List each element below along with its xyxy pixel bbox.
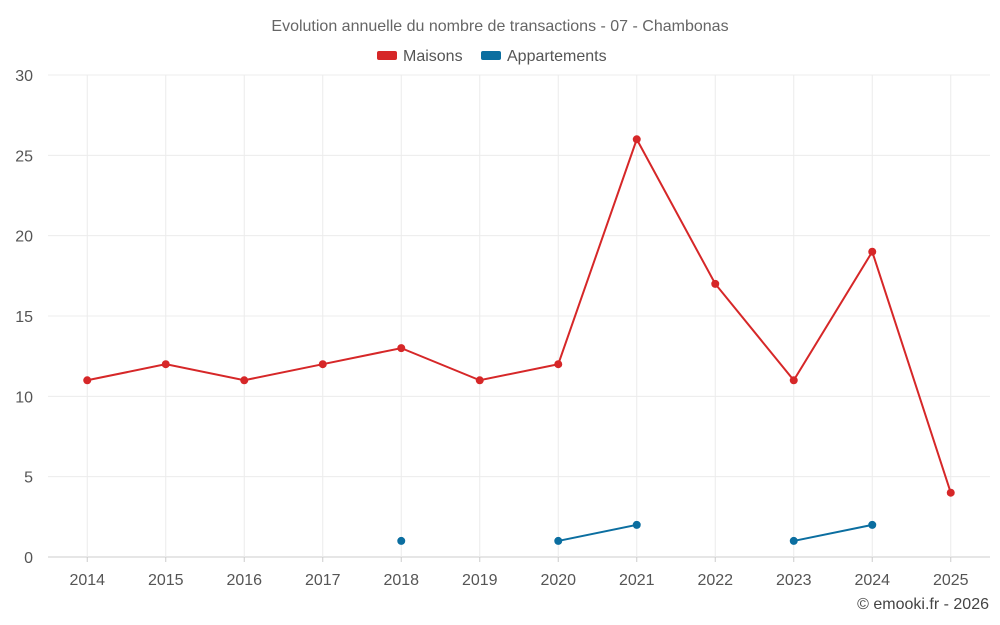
data-point-maisons[interactable]: [318, 360, 327, 369]
y-tick-label: 10: [15, 389, 33, 406]
legend-swatch-maisons: [377, 51, 397, 60]
data-point-maisons[interactable]: [632, 135, 641, 144]
y-axis-ticks: 0 5 10 15 20 25 30: [15, 68, 33, 567]
y-tick-label: 25: [15, 148, 33, 165]
x-tick-label: 2020: [540, 572, 576, 589]
x-tick-label: 2015: [148, 572, 184, 589]
credit-text: © emooki.fr - 2026: [857, 596, 989, 613]
y-tick-label: 5: [24, 470, 33, 487]
legend-label-appartements: Appartements: [507, 48, 607, 65]
data-point-maisons[interactable]: [161, 360, 170, 369]
x-tick-label: 2016: [226, 572, 262, 589]
legend-label-maisons: Maisons: [403, 48, 463, 65]
series-maisons: [83, 135, 955, 497]
data-point-maisons[interactable]: [83, 376, 92, 385]
y-tick-label: 30: [15, 68, 33, 85]
data-point-maisons[interactable]: [240, 376, 249, 385]
series-line-appartements: [558, 523, 637, 542]
data-point-maisons[interactable]: [397, 344, 406, 353]
x-tick-label: 2025: [933, 572, 969, 589]
data-point-appartements[interactable]: [554, 536, 563, 545]
x-tick-label: 2018: [383, 572, 419, 589]
x-tick-label: 2022: [697, 572, 733, 589]
data-point-appartements[interactable]: [789, 536, 798, 545]
data-point-maisons[interactable]: [946, 488, 955, 497]
series: [83, 135, 955, 545]
data-point-appartements[interactable]: [632, 520, 641, 529]
legend-swatch-appartements: [481, 51, 501, 60]
x-tick-label: 2024: [854, 572, 890, 589]
y-tick-label: 20: [15, 229, 33, 246]
grid: [48, 74, 990, 558]
y-tick-label: 15: [15, 309, 33, 326]
x-tick-label: 2019: [462, 572, 498, 589]
y-tick-label: 0: [24, 550, 33, 567]
x-axis-ticks: 2014 2015 2016 2017 2018 2019 2020 2021 2022 2023…: [69, 557, 969, 589]
x-tick-label: 2021: [619, 572, 655, 589]
data-point-maisons[interactable]: [789, 376, 798, 385]
x-tick-label: 2017: [305, 572, 341, 589]
data-point-maisons[interactable]: [868, 247, 877, 256]
data-point-maisons[interactable]: [554, 360, 563, 369]
data-point-maisons[interactable]: [475, 376, 484, 385]
x-tick-label: 2023: [776, 572, 812, 589]
series-appartements: [397, 520, 877, 545]
legend: Maisons Appartements: [377, 48, 607, 65]
series-line-maisons: [87, 136, 952, 494]
legend-item-maisons[interactable]: Maisons: [377, 48, 463, 65]
data-point-appartements[interactable]: [868, 520, 877, 529]
data-point-appartements[interactable]: [397, 536, 406, 545]
data-point-maisons[interactable]: [711, 279, 720, 288]
chart-title: Evolution annuelle du nombre de transact…: [271, 18, 728, 35]
legend-item-appartements[interactable]: Appartements: [481, 48, 607, 65]
x-tick-label: 2014: [69, 572, 105, 589]
series-line-appartements: [793, 523, 873, 542]
